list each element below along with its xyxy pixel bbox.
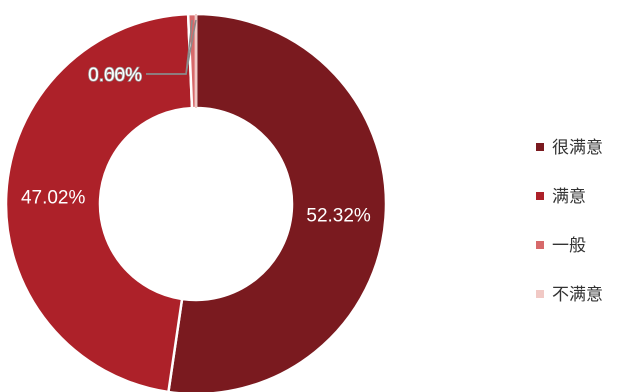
legend-swatch-1 — [536, 192, 544, 200]
data-label-2: 0.66% — [88, 65, 142, 86]
data-label-0: 52.32% — [306, 205, 371, 226]
legend-swatch-3 — [536, 290, 544, 298]
data-label-1: 47.02% — [21, 188, 86, 209]
slice-1 — [4, 12, 194, 392]
donut-slices — [4, 12, 388, 392]
legend-label-1: 满意 — [552, 187, 586, 207]
legend-label-2: 一般 — [552, 236, 586, 256]
legend-swatch-2 — [536, 241, 544, 249]
data-labels: 52.32% 47.02% 0.66%0.00% — [21, 64, 371, 226]
leader-lines — [146, 19, 197, 75]
legend-label-0: 很满意 — [552, 138, 603, 158]
data-label-3: 0.00% — [88, 65, 142, 86]
legend-swatch-0 — [536, 143, 544, 151]
leader-line-3 — [146, 19, 197, 75]
legend-label-3: 不满意 — [552, 285, 603, 305]
slice-0 — [167, 12, 388, 392]
